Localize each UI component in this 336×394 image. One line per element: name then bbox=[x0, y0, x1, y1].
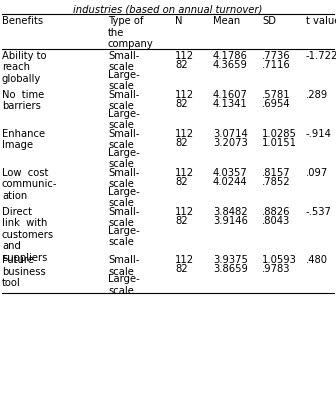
Text: 3.2073: 3.2073 bbox=[213, 138, 248, 148]
Text: 82: 82 bbox=[175, 99, 187, 109]
Text: Large-
scale: Large- scale bbox=[108, 186, 140, 208]
Text: 4.0244: 4.0244 bbox=[213, 177, 248, 187]
Text: .7116: .7116 bbox=[262, 60, 291, 70]
Text: 1.0285: 1.0285 bbox=[262, 128, 297, 139]
Text: 82: 82 bbox=[175, 60, 187, 70]
Text: Low  cost
communic-
ation: Low cost communic- ation bbox=[2, 167, 57, 201]
Text: 3.8659: 3.8659 bbox=[213, 264, 248, 275]
Text: Large-
scale: Large- scale bbox=[108, 225, 140, 247]
Text: N: N bbox=[175, 16, 182, 26]
Text: Future
business
tool: Future business tool bbox=[2, 255, 46, 288]
Text: No  time
barriers: No time barriers bbox=[2, 89, 44, 111]
Text: .8043: .8043 bbox=[262, 216, 290, 226]
Text: industries (based on annual turnover): industries (based on annual turnover) bbox=[73, 4, 263, 14]
Text: .289: .289 bbox=[306, 89, 328, 100]
Text: .7852: .7852 bbox=[262, 177, 291, 187]
Text: Type of
the
company: Type of the company bbox=[108, 16, 154, 49]
Text: 112: 112 bbox=[175, 255, 194, 265]
Text: Direct
link  with
customers
and
suppliers: Direct link with customers and suppliers bbox=[2, 206, 54, 263]
Text: Enhance
Image: Enhance Image bbox=[2, 128, 45, 150]
Text: 1.0151: 1.0151 bbox=[262, 138, 297, 148]
Text: 4.3659: 4.3659 bbox=[213, 60, 248, 70]
Text: .097: .097 bbox=[306, 167, 328, 178]
Text: .6954: .6954 bbox=[262, 99, 291, 109]
Text: 82: 82 bbox=[175, 264, 187, 275]
Text: Small-
scale: Small- scale bbox=[108, 50, 139, 72]
Text: Small-
scale: Small- scale bbox=[108, 167, 139, 189]
Text: Large-
scale: Large- scale bbox=[108, 147, 140, 169]
Text: Small-
scale: Small- scale bbox=[108, 89, 139, 111]
Text: Benefits: Benefits bbox=[2, 16, 43, 26]
Text: 112: 112 bbox=[175, 167, 194, 178]
Text: Large-
scale: Large- scale bbox=[108, 108, 140, 130]
Text: 4.0357: 4.0357 bbox=[213, 167, 248, 178]
Text: -.914: -.914 bbox=[306, 128, 332, 139]
Text: 4.1607: 4.1607 bbox=[213, 89, 248, 100]
Text: Small-
scale: Small- scale bbox=[108, 255, 139, 277]
Text: 3.8482: 3.8482 bbox=[213, 206, 248, 216]
Text: Large-
scale: Large- scale bbox=[108, 274, 140, 296]
Text: 112: 112 bbox=[175, 206, 194, 216]
Text: 1.0593: 1.0593 bbox=[262, 255, 297, 265]
Text: Large-
scale: Large- scale bbox=[108, 69, 140, 91]
Text: 4.1341: 4.1341 bbox=[213, 99, 248, 109]
Text: .8157: .8157 bbox=[262, 167, 291, 178]
Text: 3.9146: 3.9146 bbox=[213, 216, 248, 226]
Text: Small-
scale: Small- scale bbox=[108, 206, 139, 228]
Text: 3.9375: 3.9375 bbox=[213, 255, 248, 265]
Text: 82: 82 bbox=[175, 216, 187, 226]
Text: 82: 82 bbox=[175, 138, 187, 148]
Text: .5781: .5781 bbox=[262, 89, 291, 100]
Text: Small-
scale: Small- scale bbox=[108, 128, 139, 150]
Text: t value: t value bbox=[306, 16, 336, 26]
Text: .9783: .9783 bbox=[262, 264, 291, 275]
Text: .480: .480 bbox=[306, 255, 328, 265]
Text: Mean: Mean bbox=[213, 16, 240, 26]
Text: 112: 112 bbox=[175, 128, 194, 139]
Text: 3.0714: 3.0714 bbox=[213, 128, 248, 139]
Text: .8826: .8826 bbox=[262, 206, 291, 216]
Text: 4.1786: 4.1786 bbox=[213, 50, 248, 61]
Text: 112: 112 bbox=[175, 89, 194, 100]
Text: SD: SD bbox=[262, 16, 276, 26]
Text: Ability to
reach
globally: Ability to reach globally bbox=[2, 50, 46, 84]
Text: 112: 112 bbox=[175, 50, 194, 61]
Text: 82: 82 bbox=[175, 177, 187, 187]
Text: -1.722: -1.722 bbox=[306, 50, 336, 61]
Text: -.537: -.537 bbox=[306, 206, 332, 216]
Text: .7736: .7736 bbox=[262, 50, 291, 61]
